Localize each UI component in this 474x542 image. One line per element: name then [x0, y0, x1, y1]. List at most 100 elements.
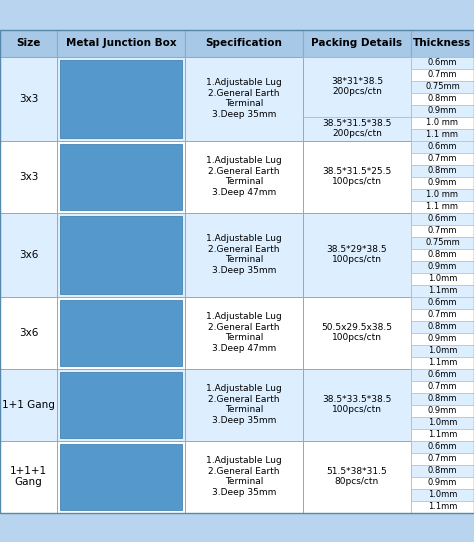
Text: 0.8mm: 0.8mm [428, 250, 457, 259]
Bar [411, 357, 474, 369]
Text: 38.5*31.5*38.5
200pcs/ctn: 38.5*31.5*38.5 200pcs/ctn [322, 119, 392, 138]
Bar [0, 369, 57, 441]
Bar [303, 212, 411, 296]
Bar [411, 476, 474, 488]
Bar [0, 29, 57, 56]
Bar [60, 300, 182, 365]
Text: 1.0mm: 1.0mm [428, 490, 457, 499]
Bar [411, 429, 474, 441]
Bar [185, 296, 303, 369]
Text: 0.8mm: 0.8mm [428, 394, 457, 403]
Bar [411, 345, 474, 357]
Text: 38.5*29*38.5
100pcs/ctn: 38.5*29*38.5 100pcs/ctn [327, 245, 387, 264]
Text: 0.7mm: 0.7mm [428, 226, 457, 235]
Bar [411, 29, 474, 56]
Text: 1.1 mm: 1.1 mm [427, 130, 458, 139]
Bar [303, 56, 411, 140]
Text: 0.6mm: 0.6mm [428, 214, 457, 223]
Bar [411, 308, 474, 320]
Bar [303, 29, 411, 56]
Bar [411, 500, 474, 513]
Bar [185, 369, 303, 441]
Bar [411, 380, 474, 392]
Text: 1.0mm: 1.0mm [428, 274, 457, 283]
Bar [411, 68, 474, 81]
Bar [185, 212, 303, 296]
Text: 0.6mm: 0.6mm [428, 442, 457, 451]
Text: Thickness: Thickness [413, 38, 472, 48]
Text: 1.0 mm: 1.0 mm [427, 190, 458, 199]
Bar [411, 248, 474, 261]
Text: 0.9mm: 0.9mm [428, 106, 457, 115]
Bar [411, 441, 474, 453]
Bar [60, 60, 182, 138]
Text: 38.5*33.5*38.5
100pcs/ctn: 38.5*33.5*38.5 100pcs/ctn [322, 395, 392, 414]
Bar [185, 140, 303, 212]
Bar [411, 296, 474, 308]
Text: Specification: Specification [206, 38, 283, 48]
Text: 1.Adjustable Lug
2.General Earth
Terminal
3.Deep 35mm: 1.Adjustable Lug 2.General Earth Termina… [206, 79, 282, 119]
Bar [411, 117, 474, 128]
Bar [411, 236, 474, 248]
Text: 0.7mm: 0.7mm [428, 154, 457, 163]
Bar [185, 29, 303, 56]
Bar [411, 177, 474, 189]
Text: 0.75mm: 0.75mm [425, 82, 460, 91]
Text: 0.9mm: 0.9mm [428, 478, 457, 487]
Text: 0.9mm: 0.9mm [428, 406, 457, 415]
Text: 0.7mm: 0.7mm [428, 454, 457, 463]
Bar [411, 261, 474, 273]
Bar [411, 488, 474, 500]
Text: Size: Size [16, 38, 41, 48]
Bar [60, 144, 182, 210]
Text: 0.7mm: 0.7mm [428, 310, 457, 319]
Text: 3x6: 3x6 [19, 327, 38, 338]
Bar [411, 93, 474, 105]
Text: 1.0mm: 1.0mm [428, 418, 457, 427]
Bar [303, 369, 411, 441]
Text: 1.Adjustable Lug
2.General Earth
Terminal
3.Deep 35mm: 1.Adjustable Lug 2.General Earth Termina… [206, 384, 282, 424]
Bar [411, 189, 474, 201]
Text: 1.1mm: 1.1mm [428, 502, 457, 511]
Bar [185, 56, 303, 140]
Bar [411, 140, 474, 152]
Bar [57, 441, 185, 513]
Text: 1.1mm: 1.1mm [428, 430, 457, 439]
Bar [0, 29, 474, 513]
Text: 0.8mm: 0.8mm [428, 166, 457, 175]
Text: 3x6: 3x6 [19, 249, 38, 260]
Bar [411, 453, 474, 464]
Bar [57, 369, 185, 441]
Text: 1.1mm: 1.1mm [428, 286, 457, 295]
Text: 38.5*31.5*25.5
100pcs/ctn: 38.5*31.5*25.5 100pcs/ctn [322, 167, 392, 186]
Bar [411, 81, 474, 93]
Bar [411, 273, 474, 285]
Bar [0, 56, 57, 140]
Bar [411, 392, 474, 404]
Text: 1.1 mm: 1.1 mm [427, 202, 458, 211]
Bar [60, 216, 182, 294]
Text: 0.6mm: 0.6mm [428, 58, 457, 67]
Text: 1.Adjustable Lug
2.General Earth
Terminal
3.Deep 47mm: 1.Adjustable Lug 2.General Earth Termina… [206, 312, 282, 353]
Text: 51.5*38*31.5
80pcs/ctn: 51.5*38*31.5 80pcs/ctn [327, 467, 387, 486]
Text: 0.6mm: 0.6mm [428, 142, 457, 151]
Bar [57, 296, 185, 369]
Text: 0.9mm: 0.9mm [428, 334, 457, 343]
Bar [0, 140, 57, 212]
Text: Metal Junction Box: Metal Junction Box [66, 38, 176, 48]
Text: 1.0mm: 1.0mm [428, 346, 457, 355]
Bar [185, 441, 303, 513]
Bar [411, 404, 474, 416]
Bar [411, 165, 474, 177]
Text: 3x3: 3x3 [19, 171, 38, 182]
Text: 0.9mm: 0.9mm [428, 178, 457, 187]
Text: 1.Adjustable Lug
2.General Earth
Terminal
3.Deep 47mm: 1.Adjustable Lug 2.General Earth Termina… [206, 157, 282, 197]
Bar [411, 320, 474, 332]
Bar [411, 464, 474, 476]
Text: 0.6mm: 0.6mm [428, 298, 457, 307]
Bar [57, 56, 185, 140]
Bar [411, 152, 474, 165]
Text: 0.75mm: 0.75mm [425, 238, 460, 247]
Bar [0, 296, 57, 369]
Text: 1.1mm: 1.1mm [428, 358, 457, 367]
